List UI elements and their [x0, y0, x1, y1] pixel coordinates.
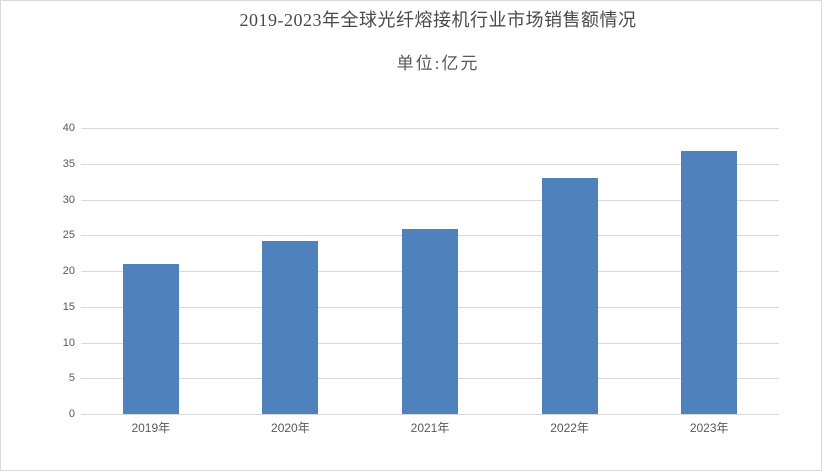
- y-tick-label: 40: [62, 122, 75, 134]
- chart-title: 2019-2023年全球光纤熔接机行业市场销售额情况: [239, 10, 637, 30]
- x-tick-label: 2019年: [131, 421, 171, 435]
- gridline: [81, 128, 779, 129]
- gridline: [81, 414, 779, 415]
- y-tick-label: 35: [62, 157, 75, 170]
- y-tick-label: 20: [62, 265, 75, 277]
- x-tick-label: 2020年: [271, 421, 310, 435]
- y-tick-label: 0: [68, 408, 75, 420]
- bar-2023年: [681, 150, 738, 414]
- x-tick-label: 2021年: [410, 421, 450, 435]
- y-tick-label: 30: [62, 193, 75, 206]
- bar-2020年: [262, 240, 319, 414]
- gridline: [81, 199, 779, 201]
- x-tick-label: 2022年: [550, 421, 589, 435]
- x-tick-label: 2023年: [689, 421, 729, 435]
- gridline: [81, 163, 779, 165]
- plot-area: [81, 128, 779, 415]
- bar-2021年: [402, 228, 458, 414]
- y-tick-label: 15: [62, 300, 75, 313]
- y-tick-label: 5: [68, 372, 75, 385]
- y-tick-label: 25: [62, 229, 75, 242]
- y-tick-label: 10: [62, 336, 75, 349]
- bar-2019年: [122, 263, 179, 414]
- bar-2022年: [541, 178, 598, 414]
- chart-subtitle: 单位:亿元: [396, 54, 480, 73]
